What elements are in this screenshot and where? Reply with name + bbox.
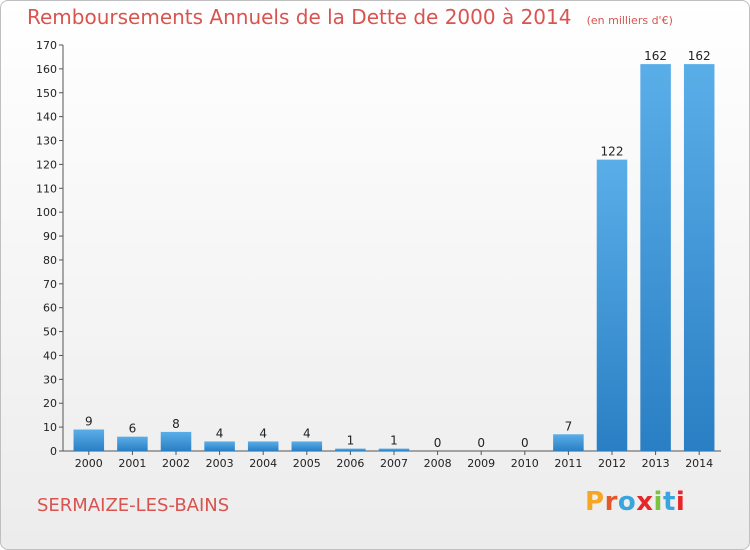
y-tick-label: 110 bbox=[36, 182, 57, 195]
bar bbox=[596, 159, 628, 451]
y-tick-label: 70 bbox=[43, 278, 57, 291]
x-tick-label: 2002 bbox=[162, 457, 190, 470]
value-label: 6 bbox=[129, 422, 137, 436]
logo-letter: i bbox=[675, 487, 686, 517]
logo-letter: x bbox=[636, 487, 654, 517]
x-tick-label: 2001 bbox=[118, 457, 146, 470]
value-label: 0 bbox=[521, 436, 529, 450]
x-tick-label: 2005 bbox=[293, 457, 321, 470]
bar bbox=[335, 448, 366, 451]
bar bbox=[204, 441, 235, 451]
y-tick-label: 90 bbox=[43, 230, 57, 243]
place-name: SERMAIZE-LES-BAINS bbox=[37, 495, 230, 516]
bar bbox=[247, 441, 279, 451]
value-label: 4 bbox=[216, 426, 224, 440]
y-tick-label: 160 bbox=[36, 63, 57, 76]
logo-letter: i bbox=[653, 487, 663, 517]
y-tick-label: 0 bbox=[50, 445, 57, 458]
value-label: 7 bbox=[565, 419, 573, 433]
y-tick-label: 130 bbox=[36, 135, 57, 148]
x-tick-label: 2010 bbox=[511, 457, 539, 470]
bar bbox=[683, 64, 715, 451]
chart-subtitle: (en milliers d'€) bbox=[586, 14, 673, 27]
x-tick-label: 2011 bbox=[554, 457, 582, 470]
y-tick-label: 50 bbox=[43, 326, 57, 339]
x-tick-label: 2007 bbox=[380, 457, 408, 470]
y-tick-label: 100 bbox=[36, 206, 57, 219]
y-tick-label: 10 bbox=[43, 421, 57, 434]
bar bbox=[291, 441, 323, 451]
x-tick-label: 2013 bbox=[642, 457, 670, 470]
x-tick-label: 2008 bbox=[424, 457, 452, 470]
logo-letter: o bbox=[617, 487, 637, 517]
value-label: 1 bbox=[347, 434, 355, 448]
bar bbox=[73, 429, 105, 451]
bar bbox=[160, 431, 192, 451]
y-tick-label: 60 bbox=[43, 302, 57, 315]
logo-letter: t bbox=[662, 487, 676, 517]
value-label: 0 bbox=[434, 436, 442, 450]
logo-letter: P bbox=[585, 487, 605, 517]
x-tick-label: 2000 bbox=[75, 457, 103, 470]
x-tick-label: 2003 bbox=[206, 457, 234, 470]
y-tick-label: 140 bbox=[36, 111, 57, 124]
bar bbox=[553, 434, 584, 451]
value-label: 4 bbox=[303, 426, 311, 440]
chart-title: Remboursements Annuels de la Dette de 20… bbox=[27, 5, 572, 29]
x-tick-label: 2014 bbox=[685, 457, 713, 470]
value-label: 162 bbox=[644, 49, 667, 63]
y-tick-label: 170 bbox=[36, 39, 57, 52]
x-tick-label: 2006 bbox=[336, 457, 364, 470]
y-tick-label: 150 bbox=[36, 87, 57, 100]
value-label: 122 bbox=[601, 145, 624, 159]
proxiti-logo: Proxiti bbox=[585, 487, 685, 517]
y-tick-label: 40 bbox=[43, 349, 57, 362]
value-label: 162 bbox=[688, 49, 711, 63]
value-label: 8 bbox=[172, 417, 180, 431]
bar bbox=[117, 436, 148, 451]
bar bbox=[378, 448, 410, 451]
title-row: Remboursements Annuels de la Dette de 20… bbox=[27, 5, 673, 29]
y-tick-label: 20 bbox=[43, 397, 57, 410]
x-tick-label: 2004 bbox=[249, 457, 277, 470]
y-tick-label: 120 bbox=[36, 158, 57, 171]
logo-letter: r bbox=[604, 487, 618, 517]
y-tick-label: 30 bbox=[43, 373, 57, 386]
y-tick-label: 80 bbox=[43, 254, 57, 267]
value-label: 1 bbox=[390, 434, 398, 448]
x-tick-label: 2009 bbox=[467, 457, 495, 470]
value-label: 9 bbox=[85, 415, 93, 429]
x-tick-label: 2012 bbox=[598, 457, 626, 470]
value-label: 0 bbox=[477, 436, 485, 450]
value-label: 4 bbox=[259, 426, 267, 440]
bar bbox=[640, 64, 671, 451]
